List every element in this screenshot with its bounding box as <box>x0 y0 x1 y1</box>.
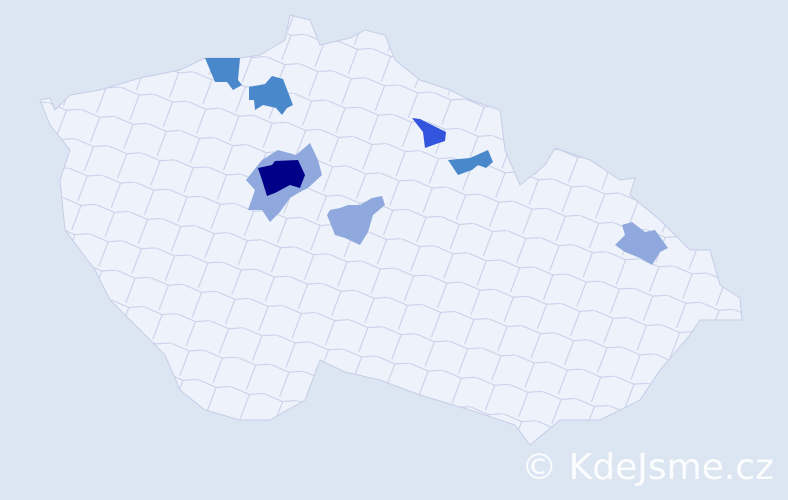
region-central-1 <box>327 196 385 245</box>
region-north-west-2 <box>249 76 293 115</box>
watermark: © KdeJsme.cz <box>521 447 774 488</box>
region-east-1 <box>615 222 668 265</box>
region-praha <box>258 160 305 196</box>
region-north-east-2 <box>448 150 493 175</box>
region-north-east-1 <box>412 118 446 148</box>
district-borders <box>40 15 742 445</box>
region-north-west-1 <box>205 58 242 90</box>
